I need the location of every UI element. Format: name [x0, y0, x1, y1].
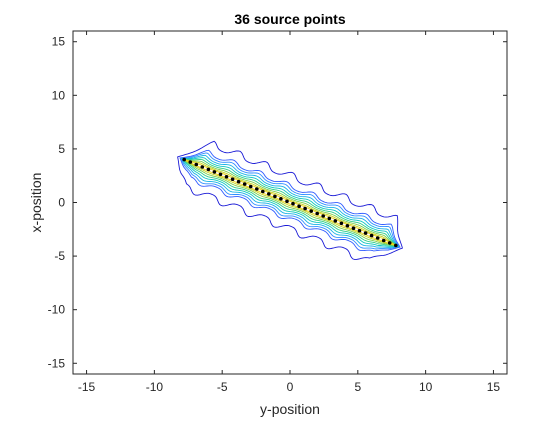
source-point-2	[188, 160, 193, 164]
source-point-5	[206, 167, 211, 172]
source-point-18	[285, 199, 289, 204]
y-tick-label-2: -5	[54, 249, 65, 263]
source-point-11	[242, 182, 247, 186]
y-tick-label-4: 5	[58, 142, 65, 156]
source-point-33	[375, 236, 380, 240]
chart-title: 36 source points	[234, 11, 345, 27]
contour-level-1	[177, 140, 403, 260]
source-point-25	[327, 216, 332, 221]
x-tick-label-3: 0	[287, 380, 294, 394]
source-point-36	[394, 243, 398, 248]
source-point-29	[351, 226, 356, 230]
source-point-13	[254, 187, 259, 191]
source-point-14	[261, 189, 265, 194]
source-point-12	[248, 184, 253, 189]
y-axis-label: x-position	[28, 173, 44, 233]
source-point-19	[291, 201, 295, 206]
source-point-17	[279, 197, 283, 201]
source-point-16	[273, 194, 277, 199]
source-point-7	[218, 172, 223, 177]
x-axis-label: y-position	[260, 401, 320, 417]
source-point-30	[357, 228, 362, 233]
ticks-layer: -15 -10 -5 0 5 10 15 -15 -10 -5 0 5 10 15	[48, 31, 507, 394]
x-tick-label-1: -10	[146, 380, 164, 394]
source-point-32	[369, 233, 374, 238]
source-point-1	[182, 157, 186, 162]
y-tick-label-1: -10	[48, 303, 66, 317]
source-point-24	[321, 214, 326, 218]
source-point-26	[333, 219, 338, 223]
contour-level-2	[179, 149, 401, 252]
source-point-3	[194, 162, 199, 167]
source-point-20	[297, 204, 301, 208]
source-point-31	[363, 231, 368, 235]
source-point-23	[315, 211, 320, 216]
source-point-15	[267, 192, 271, 196]
source-point-6	[212, 170, 217, 174]
source-point-10	[236, 179, 241, 184]
source-point-9	[230, 177, 235, 181]
y-tick-label-5: 10	[52, 88, 66, 102]
axes-background	[73, 31, 507, 374]
source-points-layer	[182, 157, 398, 248]
source-point-8	[224, 175, 229, 179]
x-tick-label-0: -15	[78, 380, 96, 394]
y-tick-label-6: 15	[52, 35, 66, 49]
y-tick-label-3: 0	[58, 196, 65, 210]
x-tick-label-5: 10	[419, 380, 433, 394]
y-tick-label-0: -15	[48, 356, 66, 370]
source-point-34	[381, 238, 386, 243]
source-point-22	[309, 209, 314, 213]
contour-level-3	[180, 152, 400, 250]
source-point-28	[345, 224, 350, 228]
source-point-27	[339, 221, 344, 226]
source-point-21	[303, 206, 307, 211]
source-point-4	[200, 165, 205, 169]
x-tick-label-4: 5	[354, 380, 361, 394]
x-tick-label-2: -5	[217, 380, 228, 394]
source-point-35	[387, 241, 392, 245]
x-tick-label-6: 15	[487, 380, 501, 394]
